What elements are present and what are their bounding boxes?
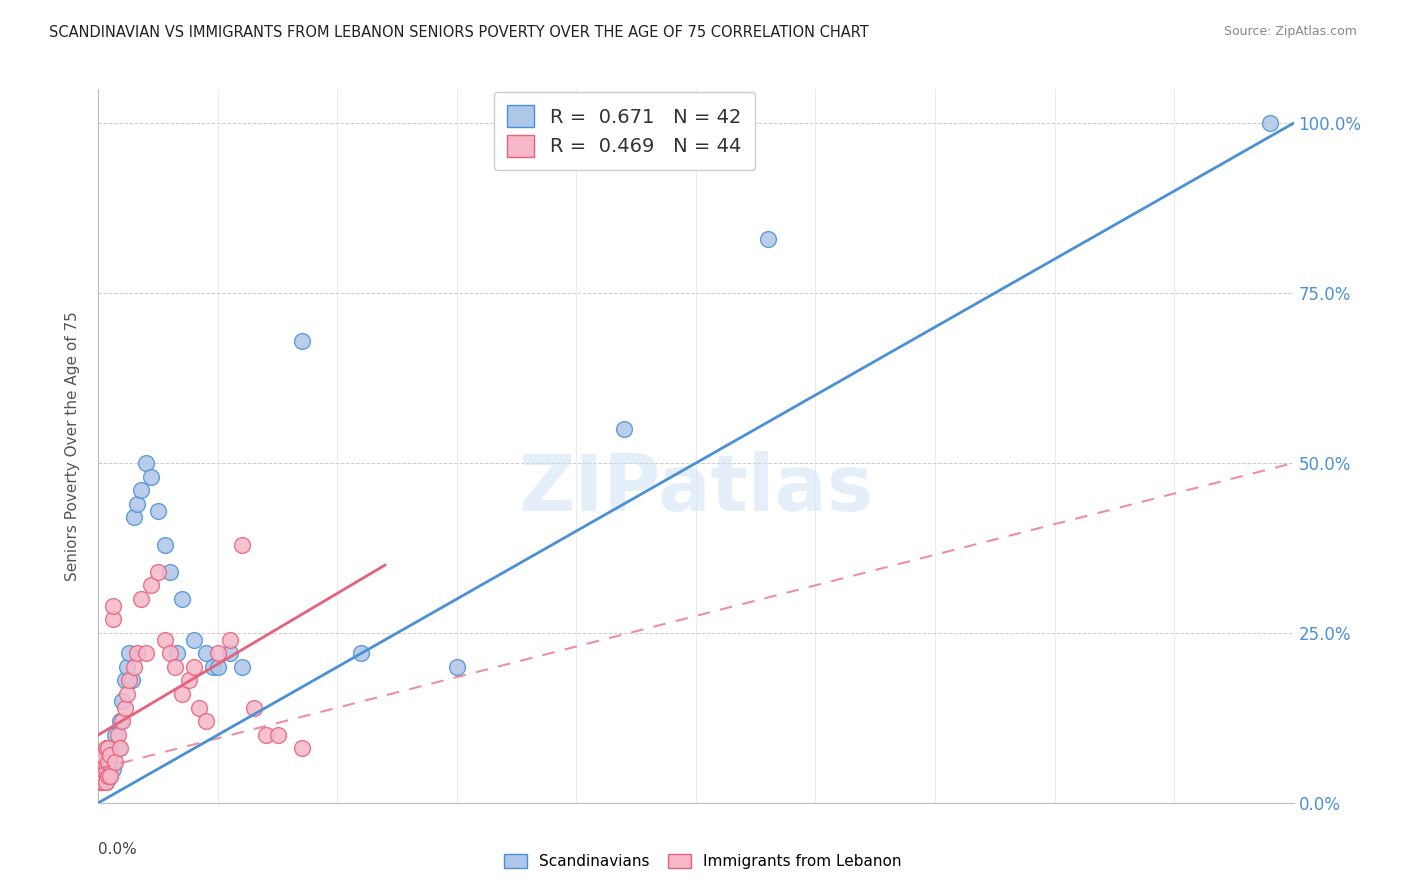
Point bbox=[163, 660, 186, 674]
Point bbox=[108, 714, 131, 729]
Point bbox=[94, 762, 117, 776]
Point bbox=[94, 775, 117, 789]
Point bbox=[613, 422, 636, 436]
Point bbox=[104, 755, 127, 769]
Point bbox=[94, 775, 117, 789]
Legend: Scandinavians, Immigrants from Lebanon: Scandinavians, Immigrants from Lebanon bbox=[498, 848, 908, 875]
Point bbox=[219, 632, 242, 647]
Legend: R =  0.671   N = 42, R =  0.469   N = 44: R = 0.671 N = 42, R = 0.469 N = 44 bbox=[494, 92, 755, 170]
Text: SCANDINAVIAN VS IMMIGRANTS FROM LEBANON SENIORS POVERTY OVER THE AGE OF 75 CORRE: SCANDINAVIAN VS IMMIGRANTS FROM LEBANON … bbox=[49, 25, 869, 40]
Point bbox=[125, 497, 148, 511]
Point bbox=[111, 694, 134, 708]
Point bbox=[90, 775, 112, 789]
Point bbox=[756, 232, 779, 246]
Point bbox=[207, 646, 229, 660]
Point bbox=[98, 769, 122, 783]
Point bbox=[90, 762, 112, 776]
Point bbox=[131, 483, 153, 498]
Point bbox=[114, 673, 136, 688]
Point bbox=[183, 660, 205, 674]
Point bbox=[124, 660, 146, 674]
Point bbox=[350, 646, 373, 660]
Point bbox=[101, 612, 124, 626]
Point bbox=[187, 700, 209, 714]
Point bbox=[101, 762, 124, 776]
Point bbox=[291, 334, 314, 348]
Point bbox=[91, 755, 114, 769]
Point bbox=[124, 510, 146, 524]
Point bbox=[101, 741, 124, 756]
Point bbox=[148, 565, 170, 579]
Text: Source: ZipAtlas.com: Source: ZipAtlas.com bbox=[1223, 25, 1357, 38]
Point bbox=[159, 565, 181, 579]
Point bbox=[107, 728, 129, 742]
Point bbox=[267, 728, 290, 742]
Point bbox=[101, 599, 124, 613]
Point bbox=[111, 714, 134, 729]
Point bbox=[107, 741, 129, 756]
Point bbox=[155, 632, 177, 647]
Point bbox=[91, 762, 114, 776]
Point bbox=[172, 591, 194, 606]
Point bbox=[90, 769, 112, 783]
Point bbox=[94, 748, 117, 763]
Point bbox=[94, 741, 117, 756]
Point bbox=[195, 646, 218, 660]
Point bbox=[104, 728, 127, 742]
Point bbox=[121, 673, 143, 688]
Point bbox=[195, 714, 218, 729]
Point bbox=[115, 660, 138, 674]
Point bbox=[118, 646, 141, 660]
Point bbox=[183, 632, 205, 647]
Point bbox=[98, 769, 122, 783]
Text: ZIPatlas: ZIPatlas bbox=[519, 450, 873, 527]
Text: 0.0%: 0.0% bbox=[98, 842, 138, 857]
Point bbox=[98, 748, 122, 763]
Point bbox=[97, 741, 120, 756]
Point bbox=[97, 741, 120, 756]
Point bbox=[202, 660, 225, 674]
Point bbox=[114, 700, 136, 714]
Point bbox=[125, 646, 148, 660]
Point bbox=[446, 660, 468, 674]
Point bbox=[166, 646, 188, 660]
Point bbox=[90, 755, 112, 769]
Point bbox=[254, 728, 277, 742]
Point bbox=[97, 769, 120, 783]
Point bbox=[172, 687, 194, 701]
Point bbox=[97, 762, 120, 776]
Point bbox=[131, 591, 153, 606]
Point bbox=[139, 469, 162, 483]
Point bbox=[159, 646, 181, 660]
Point bbox=[91, 748, 114, 763]
Point bbox=[219, 646, 242, 660]
Point bbox=[139, 578, 162, 592]
Point bbox=[243, 700, 266, 714]
Point bbox=[231, 660, 253, 674]
Y-axis label: Seniors Poverty Over the Age of 75: Seniors Poverty Over the Age of 75 bbox=[65, 311, 80, 581]
Point bbox=[1258, 116, 1281, 130]
Point bbox=[207, 660, 229, 674]
Point bbox=[98, 755, 122, 769]
Point bbox=[91, 775, 114, 789]
Point bbox=[115, 687, 138, 701]
Point bbox=[135, 646, 157, 660]
Point bbox=[90, 775, 112, 789]
Point bbox=[91, 769, 114, 783]
Point bbox=[135, 456, 157, 470]
Point bbox=[291, 741, 314, 756]
Point bbox=[231, 537, 253, 551]
Point bbox=[118, 673, 141, 688]
Point bbox=[179, 673, 201, 688]
Point bbox=[97, 755, 120, 769]
Point bbox=[108, 741, 131, 756]
Point bbox=[155, 537, 177, 551]
Point bbox=[148, 503, 170, 517]
